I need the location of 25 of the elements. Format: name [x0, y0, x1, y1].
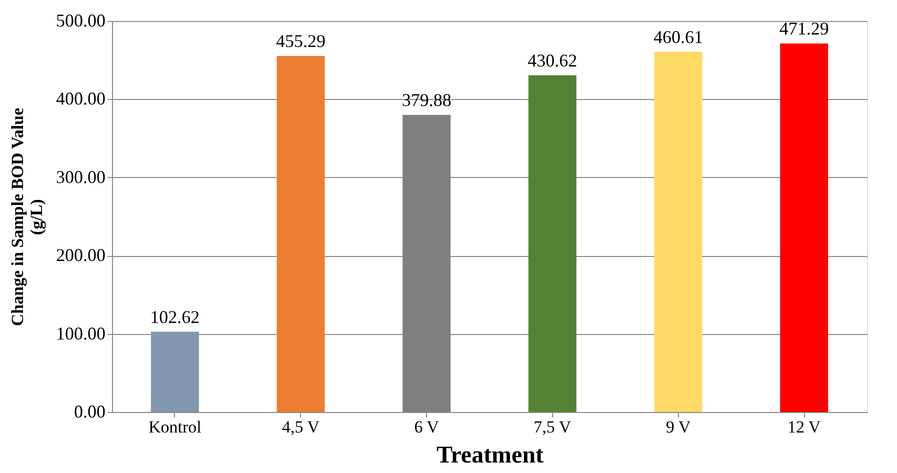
- y-tick-label: 200.00: [56, 245, 106, 266]
- data-label: 102.62: [150, 306, 200, 327]
- x-tick-label: Kontrol: [148, 418, 202, 436]
- x-tick-label: 6 V: [414, 418, 440, 436]
- data-label: 471.29: [779, 18, 829, 38]
- bar: [276, 56, 325, 412]
- y-tick-label: 300.00: [56, 166, 106, 187]
- x-tick-label: 4,5 V: [282, 418, 320, 436]
- x-tick-label: 9 V: [666, 418, 692, 436]
- y-tick-label: 100.00: [56, 323, 106, 344]
- x-axis-title: Treatment: [436, 442, 544, 468]
- x-tick-label: 7,5 V: [534, 418, 572, 436]
- y-tick-label: 400.00: [56, 88, 106, 109]
- y-tick-label: 500.00: [56, 10, 106, 30]
- bar: [528, 75, 576, 412]
- bar: [150, 332, 199, 412]
- data-label: 379.88: [402, 90, 452, 110]
- y-axis-title: Change in Sample BOD Value (g/L): [8, 107, 46, 326]
- y-tick-label: 0.00: [74, 402, 106, 422]
- data-label: 460.61: [654, 26, 703, 47]
- x-tick-label: 12 V: [787, 418, 822, 436]
- data-label: 430.62: [528, 50, 578, 70]
- data-label: 455.29: [276, 30, 326, 51]
- bar: [780, 43, 828, 412]
- bar: [654, 52, 702, 412]
